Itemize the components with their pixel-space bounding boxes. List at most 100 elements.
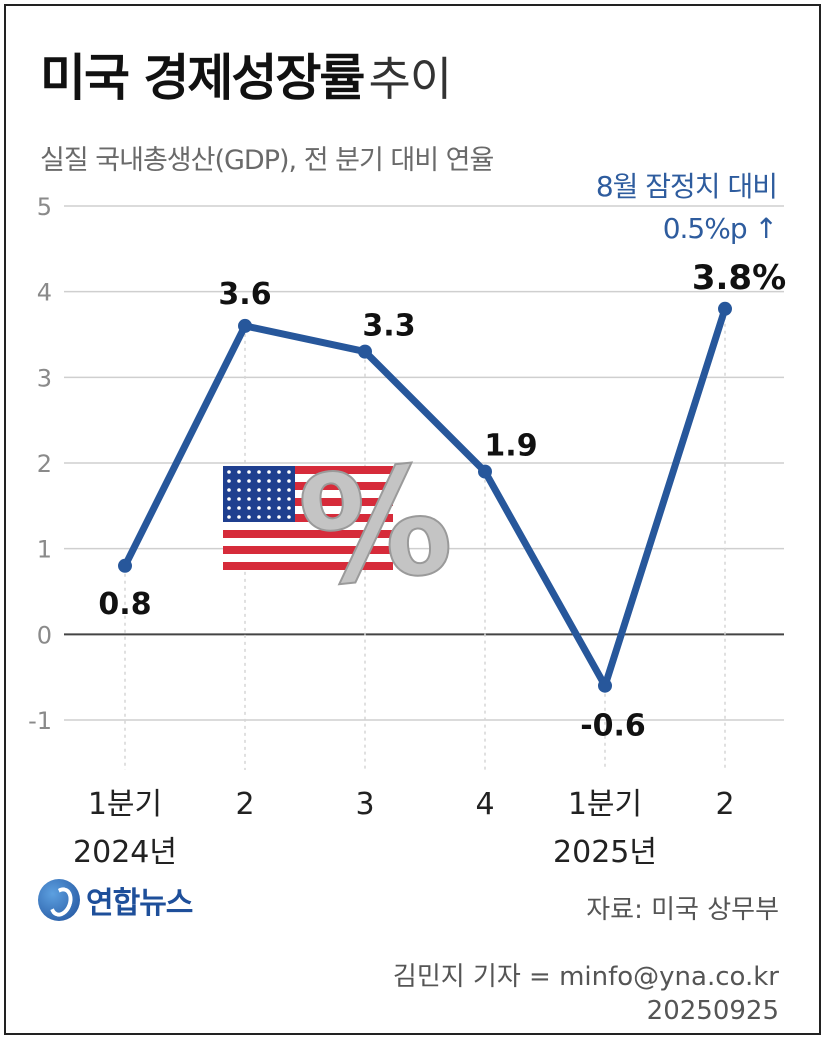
data-label: 1.9 [484, 429, 537, 464]
svg-text:%: % [292, 433, 460, 622]
flag-star [267, 470, 271, 474]
data-label: 3.3 [362, 309, 415, 344]
flag-star [247, 488, 251, 492]
flag-star [277, 479, 281, 483]
data-labels: 0.8 3.6 3.3 1.9 -0.6 3.8% [98, 258, 786, 744]
flag-star [267, 506, 271, 510]
flag-star [227, 470, 231, 474]
revision-annotation: 8월 잠정치 대비 0.5%p ↑ [595, 166, 778, 250]
flag-star [227, 506, 231, 510]
logo-text: 연합뉴스 [86, 886, 193, 921]
y-tick-label: 0 [37, 621, 52, 649]
y-tick-label: 4 [37, 279, 52, 307]
x-tick-label: 2 [715, 787, 734, 822]
flag-star [237, 488, 241, 492]
flag-star [247, 497, 251, 501]
series-line [121, 305, 729, 690]
flag-star [287, 470, 291, 474]
flag-star [277, 515, 281, 519]
flag-star [277, 470, 281, 474]
flag-stripe [223, 530, 393, 538]
x-tick-label: 4 [475, 787, 494, 822]
credit-block: 김민지 기자 = minfo@yna.co.kr 20250925 [393, 960, 779, 1028]
flag-star [287, 497, 291, 501]
data-label: 0.8 [98, 587, 151, 622]
y-tick-label: 3 [37, 364, 52, 392]
data-point [598, 678, 612, 693]
flag-star [277, 506, 281, 510]
flag-star [247, 470, 251, 474]
flag-star [227, 497, 231, 501]
data-label: 3.8% [692, 258, 786, 298]
flag-star [237, 506, 241, 510]
annotation-line1: 8월 잠정치 대비 [595, 170, 778, 203]
x-tick-labels: 1분기 2024년 2 3 4 1분기 2025년 2 [73, 787, 735, 870]
data-point [478, 464, 492, 479]
flag-star [237, 479, 241, 483]
data-point [118, 558, 132, 573]
flag-star [257, 497, 261, 501]
data-point [358, 344, 372, 359]
flag-star [287, 488, 291, 492]
flag-star [287, 506, 291, 510]
y-tick-label: 1 [37, 536, 52, 564]
flag-star [287, 479, 291, 483]
flag-star [227, 515, 231, 519]
data-point [238, 318, 252, 333]
flag-star [237, 515, 241, 519]
data-label: 3.6 [218, 277, 271, 312]
data-point [718, 301, 732, 316]
yonhap-logo: 연합뉴스 [38, 878, 193, 922]
flag-star [287, 515, 291, 519]
x-tick-label: 1분기 [88, 787, 162, 822]
y-tick-label: -1 [28, 707, 52, 735]
reporter-credit: 김민지 기자 = minfo@yna.co.kr [392, 962, 779, 992]
flag-star [267, 515, 271, 519]
data-points [118, 301, 732, 693]
data-label: -0.6 [580, 709, 646, 744]
title-suffix: 추이 [368, 52, 453, 106]
flag-stripe [223, 466, 393, 474]
flag-stripe [223, 498, 393, 506]
flag-star [257, 470, 261, 474]
flag-star [257, 515, 261, 519]
annotation-line2: 0.5%p ↑ [662, 212, 778, 245]
flag-star [237, 497, 241, 501]
flag-star [247, 515, 251, 519]
chart-title: 미국 경제성장률 추이 [40, 38, 453, 110]
flag-star [227, 479, 231, 483]
flag-stripe [223, 546, 393, 554]
flag-star [267, 497, 271, 501]
flag-stripe [223, 482, 393, 490]
chart-frame [4, 4, 821, 1035]
y-tick-label: 5 [37, 193, 52, 221]
chart-subtitle: 실질 국내총생산(GDP), 전 분기 대비 연율 [40, 145, 494, 176]
x-year-label: 2025년 [553, 835, 657, 870]
us-flag-icon [223, 466, 393, 570]
y-tick-labels: 5 4 3 2 1 0 -1 [28, 193, 52, 735]
flag-star [257, 488, 261, 492]
flag-star [227, 488, 231, 492]
flag-stripe [223, 562, 393, 570]
flag-star [257, 506, 261, 510]
x-year-label: 2024년 [73, 835, 177, 870]
flag-star [247, 479, 251, 483]
x-tick-label: 2 [235, 787, 254, 822]
yonhap-logo-icon [38, 879, 80, 921]
percent-icon: % [291, 432, 461, 623]
source-note: 자료: 미국 상무부 [586, 895, 779, 925]
flag-stripe [223, 514, 393, 522]
title-main: 미국 경제성장률 [40, 49, 365, 107]
publish-date: 20250925 [646, 996, 779, 1026]
flag-star [267, 488, 271, 492]
grid-lines [64, 205, 784, 770]
flag-star [267, 479, 271, 483]
flag-star [257, 479, 261, 483]
y-tick-label: 2 [37, 450, 52, 478]
flag-star [277, 497, 281, 501]
flag-star [237, 470, 241, 474]
flag-star [277, 488, 281, 492]
x-tick-label: 3 [355, 787, 374, 822]
flag-star [247, 506, 251, 510]
